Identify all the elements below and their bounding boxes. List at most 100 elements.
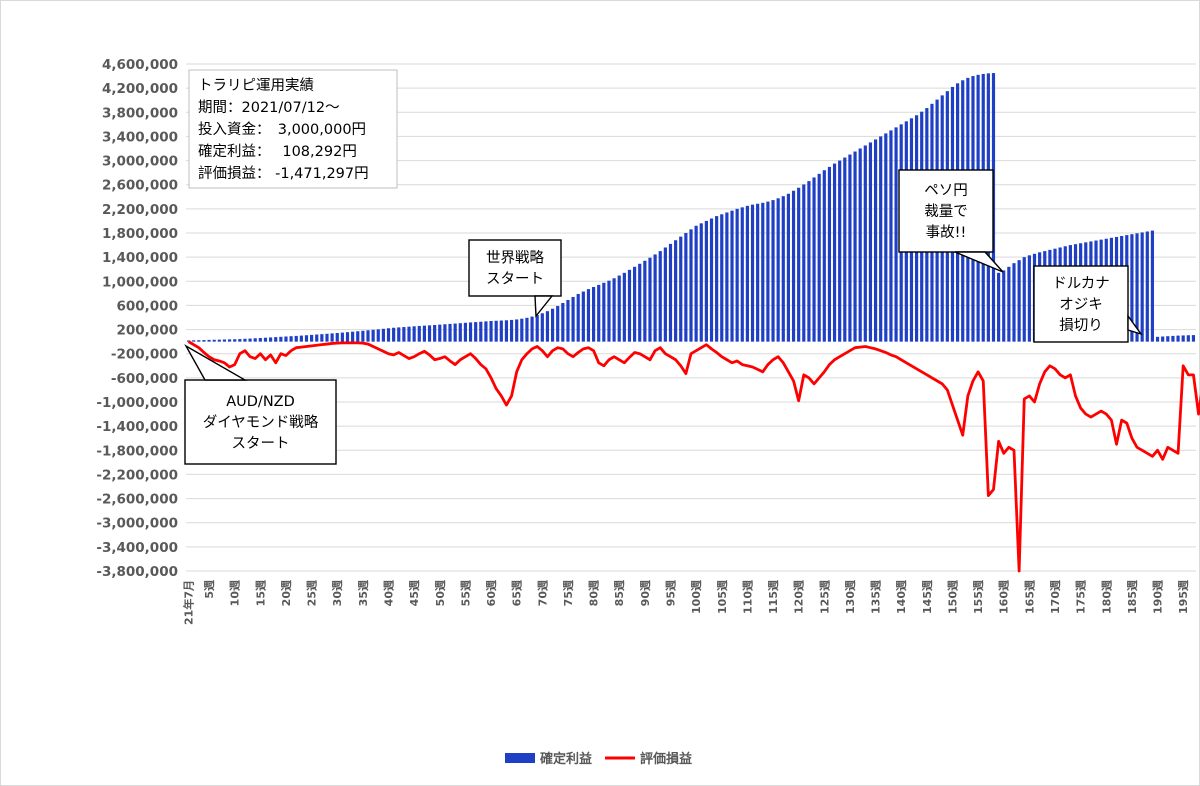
bar — [720, 214, 724, 342]
bar — [571, 296, 575, 342]
bar — [397, 327, 401, 342]
y-axis: 4,600,000 4,200,000 3,800,000 3,400,000 3,00… — [96, 57, 178, 580]
bar — [504, 320, 509, 342]
bar — [561, 303, 565, 342]
bar — [402, 327, 406, 342]
x-tick-label: 175週 — [1074, 580, 1088, 614]
y-tick-label: -600,000 — [111, 371, 178, 387]
bar — [479, 321, 483, 342]
x-tick-label: 140週 — [894, 580, 908, 614]
bar — [894, 127, 898, 342]
bar — [299, 335, 303, 342]
bar — [269, 337, 273, 342]
bar — [320, 334, 324, 342]
bar — [740, 207, 744, 342]
bar — [489, 321, 493, 342]
bar — [284, 336, 288, 342]
callout-pointer — [184, 344, 248, 381]
y-tick-label: -3,400,000 — [96, 540, 178, 556]
x-tick-label: 100週 — [689, 580, 703, 614]
bar — [1155, 336, 1160, 342]
bar — [1150, 230, 1155, 342]
series-line — [187, 340, 1200, 573]
bar — [1002, 270, 1006, 342]
bar — [556, 306, 560, 342]
bar — [622, 272, 626, 342]
bar — [535, 315, 539, 342]
bar — [663, 247, 667, 342]
bar — [781, 196, 785, 342]
bar — [648, 257, 652, 342]
bar — [315, 334, 319, 342]
bar — [468, 322, 473, 342]
y-tick-label: 4,200,000 — [102, 81, 178, 97]
bar — [253, 338, 257, 342]
bar — [766, 201, 770, 342]
y-tick-label: 1,400,000 — [102, 250, 178, 266]
bar — [607, 280, 611, 342]
x-tick-label: 20週 — [279, 580, 293, 606]
y-tick-label: 1,000,000 — [102, 274, 178, 290]
bar — [1191, 335, 1196, 342]
x-tick-label: 180週 — [1099, 580, 1113, 614]
bar — [263, 337, 268, 342]
bar — [786, 193, 791, 342]
bar — [761, 202, 765, 342]
bar — [617, 275, 621, 342]
bar — [1007, 266, 1011, 342]
callout-text: 損切り — [1059, 317, 1103, 334]
bar — [586, 289, 591, 342]
x-tick-label: 185週 — [1125, 580, 1139, 614]
y-tick-label: 3,800,000 — [102, 105, 178, 121]
callout-box — [898, 169, 994, 253]
bar — [1135, 233, 1139, 342]
x-tick-label: 30週 — [330, 580, 344, 606]
bar — [797, 187, 801, 342]
bar — [520, 318, 524, 342]
bar — [356, 331, 360, 342]
bar — [1017, 260, 1021, 342]
x-tick-label: 110週 — [740, 580, 754, 614]
callout-text: 事故!! — [926, 224, 967, 241]
bar — [1166, 336, 1170, 342]
bar — [1022, 257, 1026, 342]
bar — [525, 317, 529, 342]
info-line: 確定利益： 108,292円 — [198, 143, 357, 160]
x-tick-label: 90週 — [638, 580, 652, 606]
bar — [499, 320, 503, 342]
bar — [858, 148, 862, 342]
x-tick-label: 15週 — [253, 580, 267, 606]
y-tick-label: -1,400,000 — [96, 419, 178, 435]
bar — [407, 326, 411, 342]
callout-text: ダイヤモンド戦略 — [203, 414, 319, 431]
y-tick-label: 3,400,000 — [102, 129, 178, 145]
callout-text: AUD/NZD — [226, 394, 295, 410]
bar — [330, 333, 334, 342]
bar — [227, 339, 232, 342]
bar — [243, 338, 247, 342]
bar — [704, 220, 708, 342]
bar — [458, 323, 462, 342]
x-tick-label: 85週 — [612, 580, 626, 606]
callout-pointer — [534, 295, 554, 318]
callout-box — [468, 239, 562, 297]
bar — [207, 339, 211, 342]
bar — [274, 337, 278, 342]
bar — [832, 163, 837, 342]
bar — [843, 157, 847, 342]
bar — [791, 190, 796, 342]
bar — [192, 340, 196, 342]
bar — [638, 263, 642, 342]
bar — [730, 210, 734, 342]
bar — [591, 287, 596, 342]
y-tick-label: -3,800,000 — [96, 564, 178, 580]
info-title: トラリピ運用実績 — [198, 77, 314, 94]
y-tick-label: 600,000 — [117, 298, 179, 314]
bar — [392, 327, 396, 342]
bar — [566, 299, 570, 342]
bar — [879, 136, 883, 342]
